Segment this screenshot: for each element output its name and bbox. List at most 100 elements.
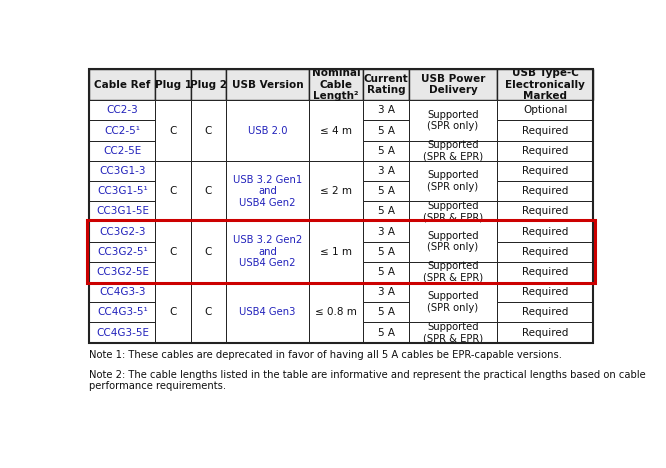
- Text: Cable Ref: Cable Ref: [95, 80, 151, 89]
- Text: ≤ 0.8 m: ≤ 0.8 m: [315, 307, 357, 317]
- Bar: [497, 282, 593, 302]
- Text: Supported
(SPR only): Supported (SPR only): [427, 110, 479, 131]
- Bar: [89, 120, 155, 141]
- Text: 5 A: 5 A: [378, 328, 394, 337]
- Text: USB Power
Delivery: USB Power Delivery: [421, 74, 485, 95]
- Bar: [363, 322, 409, 343]
- Text: C: C: [169, 247, 176, 257]
- Bar: [89, 282, 155, 302]
- Text: C: C: [204, 186, 212, 196]
- Text: 5 A: 5 A: [378, 186, 394, 196]
- Text: Required: Required: [522, 146, 568, 156]
- Text: Required: Required: [522, 206, 568, 216]
- Bar: [497, 100, 593, 120]
- Text: CC3G1-5¹: CC3G1-5¹: [97, 186, 148, 196]
- Text: C: C: [204, 307, 212, 317]
- Text: Plug 2: Plug 2: [190, 80, 227, 89]
- Text: 5 A: 5 A: [378, 206, 394, 216]
- Text: 5 A: 5 A: [378, 146, 394, 156]
- Text: CC3G2-3: CC3G2-3: [99, 227, 146, 236]
- Text: CC4G3-5¹: CC4G3-5¹: [97, 307, 148, 317]
- Bar: [363, 181, 409, 201]
- Bar: [363, 100, 409, 120]
- Text: Required: Required: [522, 227, 568, 236]
- Text: Required: Required: [522, 125, 568, 136]
- Bar: [363, 262, 409, 282]
- Bar: [87, 220, 595, 284]
- Bar: [409, 282, 497, 322]
- Bar: [363, 161, 409, 181]
- Text: Supported
(SPR & EPR): Supported (SPR & EPR): [423, 140, 483, 161]
- Text: CC3G1-5E: CC3G1-5E: [96, 206, 149, 216]
- Text: 5 A: 5 A: [378, 125, 394, 136]
- Bar: [409, 262, 497, 282]
- Bar: [89, 69, 593, 343]
- Bar: [497, 322, 593, 343]
- Text: Supported
(SPR only): Supported (SPR only): [427, 170, 479, 192]
- Text: Supported
(SPR & EPR): Supported (SPR & EPR): [423, 201, 483, 222]
- Bar: [409, 100, 497, 141]
- Bar: [497, 221, 593, 241]
- Bar: [363, 69, 409, 100]
- Text: C: C: [204, 125, 212, 136]
- Text: ≤ 1 m: ≤ 1 m: [320, 247, 352, 257]
- Bar: [409, 221, 497, 262]
- Text: Required: Required: [522, 328, 568, 337]
- Bar: [155, 100, 190, 161]
- Bar: [363, 302, 409, 322]
- Bar: [190, 161, 226, 221]
- Bar: [497, 201, 593, 221]
- Text: Plug 1: Plug 1: [155, 80, 192, 89]
- Bar: [155, 161, 190, 221]
- Text: C: C: [204, 247, 212, 257]
- Bar: [363, 201, 409, 221]
- Bar: [363, 221, 409, 241]
- Text: Required: Required: [522, 166, 568, 176]
- Text: Current
Rating: Current Rating: [364, 74, 408, 95]
- Bar: [226, 221, 309, 282]
- Bar: [309, 161, 363, 221]
- Bar: [497, 161, 593, 181]
- Bar: [89, 69, 155, 100]
- Text: Supported
(SPR & EPR): Supported (SPR & EPR): [423, 261, 483, 283]
- Bar: [226, 282, 309, 343]
- Bar: [155, 282, 190, 343]
- Bar: [155, 221, 190, 282]
- Text: 5 A: 5 A: [378, 267, 394, 277]
- Text: CC3G1-3: CC3G1-3: [99, 166, 146, 176]
- Bar: [89, 141, 155, 161]
- Bar: [409, 141, 497, 161]
- Bar: [89, 161, 155, 181]
- Text: C: C: [169, 125, 176, 136]
- Bar: [309, 282, 363, 343]
- Bar: [363, 141, 409, 161]
- Bar: [363, 241, 409, 262]
- Text: USB 3.2 Gen1
and
USB4 Gen2: USB 3.2 Gen1 and USB4 Gen2: [233, 175, 302, 208]
- Text: 3 A: 3 A: [378, 105, 394, 116]
- Bar: [497, 181, 593, 201]
- Bar: [497, 302, 593, 322]
- Bar: [89, 221, 155, 241]
- Bar: [409, 322, 497, 343]
- Bar: [190, 100, 226, 161]
- Text: CC2-5E: CC2-5E: [103, 146, 142, 156]
- Text: Supported
(SPR only): Supported (SPR only): [427, 292, 479, 313]
- Text: Note 2: The cable lengths listed in the table are informative and represent the : Note 2: The cable lengths listed in the …: [89, 370, 646, 391]
- Text: Note 1: These cables are deprecated in favor of having all 5 A cables be EPR-cap: Note 1: These cables are deprecated in f…: [89, 350, 563, 360]
- Text: Supported
(SPR only): Supported (SPR only): [427, 231, 479, 252]
- Bar: [497, 69, 593, 100]
- Bar: [497, 262, 593, 282]
- Bar: [497, 241, 593, 262]
- Text: USB Version: USB Version: [232, 80, 303, 89]
- Bar: [89, 181, 155, 201]
- Bar: [226, 100, 309, 161]
- Text: 3 A: 3 A: [378, 166, 394, 176]
- Bar: [409, 161, 497, 201]
- Text: USB 3.2 Gen2
and
USB4 Gen2: USB 3.2 Gen2 and USB4 Gen2: [233, 235, 302, 268]
- Text: Required: Required: [522, 247, 568, 257]
- Bar: [409, 201, 497, 221]
- Bar: [497, 120, 593, 141]
- Text: C: C: [169, 186, 176, 196]
- Text: ≤ 4 m: ≤ 4 m: [320, 125, 352, 136]
- Bar: [89, 201, 155, 221]
